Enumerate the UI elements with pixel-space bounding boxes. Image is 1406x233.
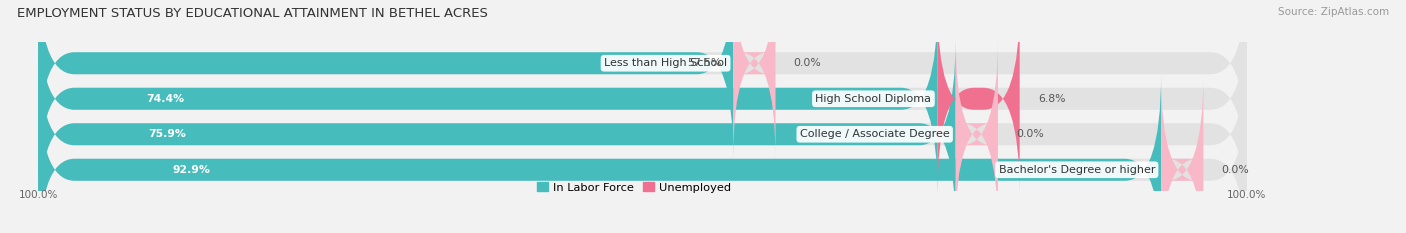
Text: 6.8%: 6.8%	[1038, 94, 1066, 104]
Text: 0.0%: 0.0%	[793, 58, 821, 68]
Text: Bachelor's Degree or higher: Bachelor's Degree or higher	[998, 165, 1156, 175]
Text: High School Diploma: High School Diploma	[815, 94, 931, 104]
Text: Less than High School: Less than High School	[605, 58, 727, 68]
FancyBboxPatch shape	[733, 0, 776, 159]
FancyBboxPatch shape	[938, 3, 1019, 194]
FancyBboxPatch shape	[1161, 74, 1204, 233]
Text: 0.0%: 0.0%	[1222, 165, 1250, 175]
Text: EMPLOYMENT STATUS BY EDUCATIONAL ATTAINMENT IN BETHEL ACRES: EMPLOYMENT STATUS BY EDUCATIONAL ATTAINM…	[17, 7, 488, 20]
Text: 57.5%: 57.5%	[686, 58, 721, 68]
Text: 0.0%: 0.0%	[1017, 129, 1043, 139]
FancyBboxPatch shape	[38, 39, 956, 230]
Text: Source: ZipAtlas.com: Source: ZipAtlas.com	[1278, 7, 1389, 17]
FancyBboxPatch shape	[956, 39, 998, 230]
FancyBboxPatch shape	[38, 39, 1247, 230]
Text: 92.9%: 92.9%	[173, 165, 211, 175]
FancyBboxPatch shape	[38, 3, 938, 194]
Legend: In Labor Force, Unemployed: In Labor Force, Unemployed	[533, 178, 735, 197]
Text: College / Associate Degree: College / Associate Degree	[800, 129, 949, 139]
Text: 75.9%: 75.9%	[148, 129, 186, 139]
Text: 100.0%: 100.0%	[1227, 190, 1267, 200]
Text: 100.0%: 100.0%	[18, 190, 58, 200]
FancyBboxPatch shape	[38, 0, 733, 159]
Text: 74.4%: 74.4%	[146, 94, 184, 104]
FancyBboxPatch shape	[38, 74, 1247, 233]
FancyBboxPatch shape	[38, 3, 1247, 194]
FancyBboxPatch shape	[38, 74, 1161, 233]
FancyBboxPatch shape	[38, 0, 1247, 159]
